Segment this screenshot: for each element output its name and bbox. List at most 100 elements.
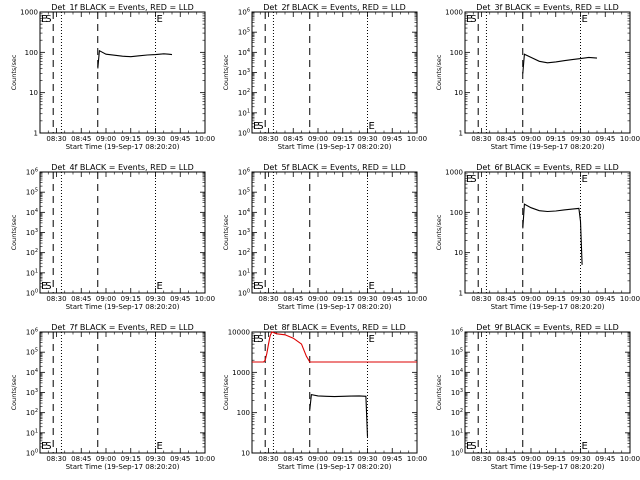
x-tick-label: 09:00 (521, 295, 541, 303)
y-tick-label: 10000 (228, 329, 250, 337)
plot-frame (464, 11, 631, 134)
x-tick-label: 09:45 (170, 135, 190, 143)
x-tick-label: 09:45 (382, 135, 402, 143)
x-tick-label: 09:00 (308, 135, 328, 143)
y-tick-label: 101 (26, 268, 38, 277)
panel-title: Det_2f BLACK = Events, RED = LLD (263, 3, 406, 12)
x-tick-label: 09:00 (96, 455, 116, 463)
x-tick-label: 10:00 (407, 295, 427, 303)
x-axis-label: Start Time (19-Sep-17 08:20:20) (491, 303, 605, 311)
y-axis-label: Counts/sec (10, 214, 18, 250)
detector-panel-6: Det_6f BLACK = Events, RED = LLD 1 10 100 10… (435, 163, 640, 311)
y-tick-label: 105 (238, 28, 250, 37)
y-axis-label: Counts/sec (222, 54, 230, 90)
x-tick-label: 08:45 (283, 455, 303, 463)
x-tick-label: 08:30 (471, 135, 491, 143)
y-axis-label: Counts/sec (222, 374, 230, 410)
panel-title: Det_3f BLACK = Events, RED = LLD (476, 3, 619, 12)
detector-panel-1: Det_1f BLACK = Events, RED = LLD 1 10 100 10… (10, 3, 215, 151)
panel-title: Det_7f BLACK = Events, RED = LLD (51, 323, 194, 332)
y-tick-label: 102 (26, 248, 38, 257)
x-axis-label: Start Time (19-Sep-17 08:20:20) (66, 303, 180, 311)
x-tick-label: 09:30 (357, 455, 377, 463)
x-tick-label: 09:30 (145, 455, 165, 463)
end-marker-left: E (253, 121, 259, 132)
y-tick-label: 100 (451, 449, 463, 458)
panel-title: Det_1f BLACK = Events, RED = LLD (51, 3, 194, 12)
y-axis-label: Counts/sec (435, 54, 443, 90)
y-tick-label: 1000 (232, 369, 250, 377)
x-tick-label: 09:15 (333, 455, 353, 463)
y-axis-label: Counts/sec (222, 214, 230, 250)
y-axis-label: Counts/sec (10, 374, 18, 410)
x-tick-label: 08:45 (71, 135, 91, 143)
y-tick-label: 10 (454, 249, 463, 257)
y-tick-label: 104 (26, 208, 38, 217)
y-tick-label: 103 (238, 68, 250, 77)
x-tick-label: 09:30 (570, 455, 590, 463)
x-tick-label: 08:45 (283, 295, 303, 303)
start-marker: S (257, 121, 263, 132)
x-tick-label: 09:15 (546, 455, 566, 463)
panel-title: Det_8f BLACK = Events, RED = LLD (263, 323, 406, 332)
end-marker-left: E (466, 441, 472, 452)
x-tick-label: 08:45 (283, 135, 303, 143)
y-tick-label: 105 (451, 348, 463, 357)
x-tick-label: 09:30 (145, 135, 165, 143)
x-tick-label: 09:15 (121, 295, 141, 303)
end-marker: E (369, 281, 375, 292)
plot-frame (251, 11, 418, 134)
y-tick-label: 10 (29, 89, 38, 97)
start-marker: S (470, 174, 476, 185)
plot-frame (39, 331, 206, 454)
detector-panel-9: Det_9f BLACK = Events, RED = LLD 100 101 10… (435, 323, 640, 471)
x-tick-label: 09:15 (546, 135, 566, 143)
end-marker-left: E (41, 14, 47, 25)
x-tick-label: 09:00 (308, 295, 328, 303)
end-marker: E (369, 334, 375, 345)
y-tick-label: 100 (238, 289, 250, 298)
panel-title: Det_5f BLACK = Events, RED = LLD (263, 163, 406, 172)
y-tick-label: 104 (451, 368, 463, 377)
y-tick-label: 102 (238, 88, 250, 97)
y-tick-label: 101 (238, 108, 250, 117)
y-tick-label: 105 (26, 188, 38, 197)
y-tick-label: 101 (238, 268, 250, 277)
y-axis-label: Counts/sec (10, 54, 18, 90)
y-tick-label: 104 (238, 208, 250, 217)
y-tick-label: 100 (25, 49, 38, 57)
y-tick-label: 106 (26, 168, 38, 177)
y-tick-label: 1000 (20, 9, 38, 17)
detector-panel-5: Det_5f BLACK = Events, RED = LLD 100 101 10… (222, 163, 427, 311)
x-tick-label: 09:15 (121, 135, 141, 143)
plot-frame (251, 331, 418, 454)
x-tick-label: 08:30 (46, 135, 66, 143)
x-tick-label: 09:30 (357, 135, 377, 143)
x-axis-label: Start Time (19-Sep-17 08:20:20) (66, 463, 180, 471)
end-marker-left: E (253, 281, 259, 292)
x-tick-label: 09:45 (170, 295, 190, 303)
y-tick-label: 1 (459, 290, 463, 298)
end-marker: E (582, 14, 588, 25)
detector-panel-4: Det_4f BLACK = Events, RED = LLD 100 101 10… (10, 163, 215, 311)
y-axis-label: Counts/sec (435, 214, 443, 250)
x-tick-label: 10:00 (620, 455, 640, 463)
y-tick-label: 100 (238, 129, 250, 138)
start-marker: S (45, 441, 51, 452)
end-marker: E (582, 441, 588, 452)
series-line-2 (252, 331, 417, 363)
panel-title: Det_4f BLACK = Events, RED = LLD (51, 163, 194, 172)
y-tick-label: 101 (451, 428, 463, 437)
x-tick-label: 09:45 (382, 295, 402, 303)
plot-frame (464, 171, 631, 294)
x-tick-label: 09:15 (546, 295, 566, 303)
x-tick-label: 10:00 (620, 295, 640, 303)
x-tick-label: 09:15 (333, 295, 353, 303)
y-tick-label: 105 (26, 348, 38, 357)
y-tick-label: 1 (34, 130, 38, 138)
series-line-1 (97, 49, 173, 69)
y-tick-label: 10 (241, 450, 250, 458)
start-marker: S (257, 334, 263, 345)
end-marker-left: E (41, 281, 47, 292)
